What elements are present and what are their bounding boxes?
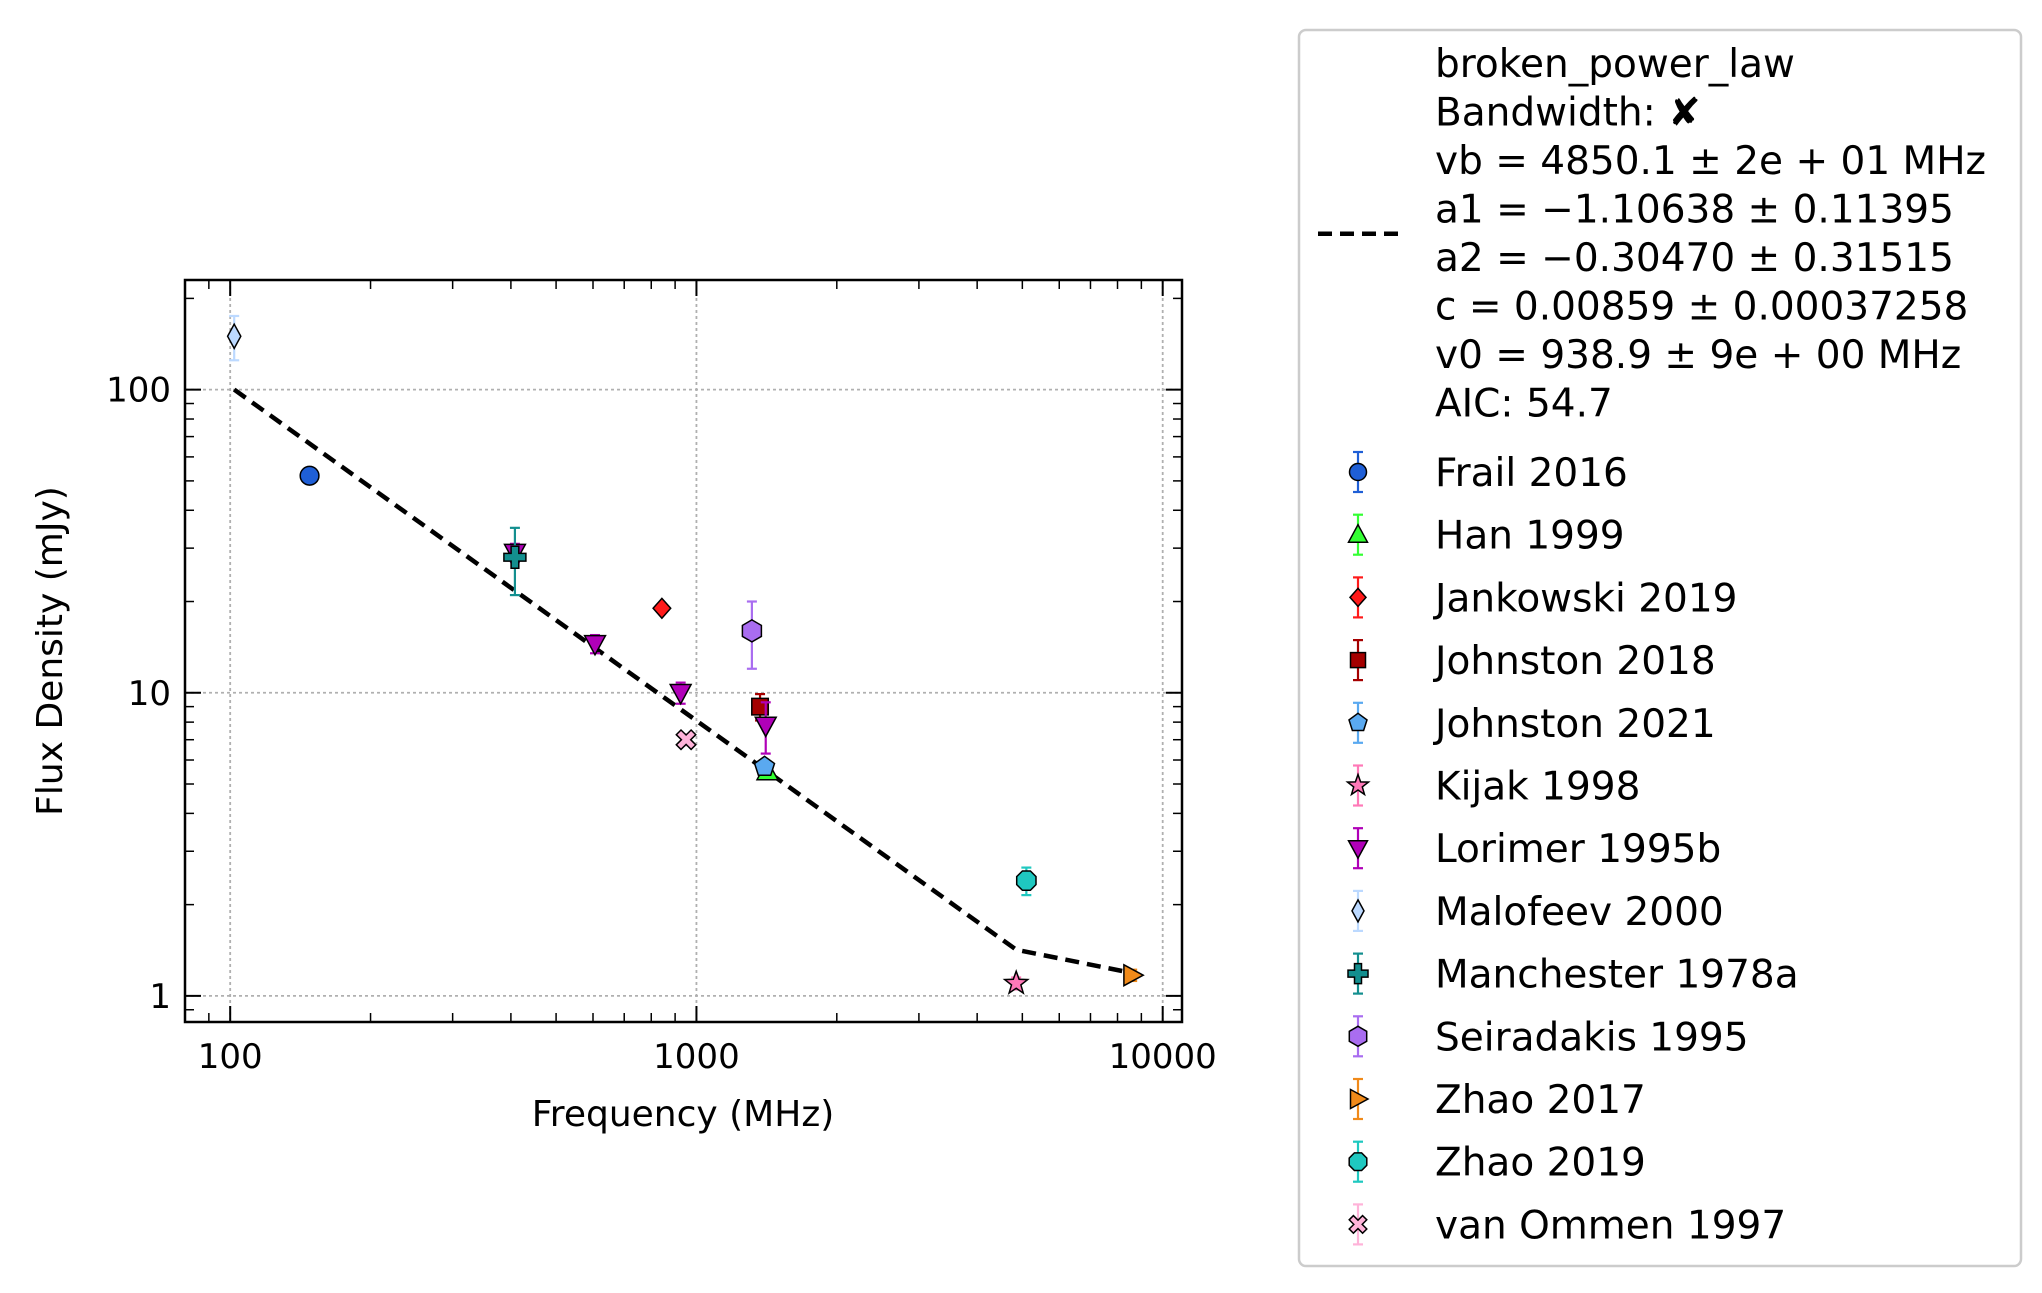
y-axis-title: Flux Density (mJy) bbox=[30, 486, 71, 816]
series-johnston-2021 bbox=[753, 755, 776, 776]
legend-label: Zhao 2017 bbox=[1435, 1078, 1646, 1123]
legend-marker bbox=[1348, 587, 1368, 608]
plot-frame bbox=[183, 278, 1184, 1024]
x-tick-label: 10000 bbox=[1109, 1037, 1217, 1077]
data-point bbox=[226, 322, 242, 350]
legend-fit-label: a1 = −1.10638 ± 0.11395 bbox=[1435, 188, 1954, 233]
legend-marker bbox=[1345, 772, 1371, 797]
legend-marker bbox=[1349, 651, 1367, 669]
legend-fit-label: a2 = −0.30470 ± 0.31515 bbox=[1435, 236, 1954, 281]
series-zhao-2019 bbox=[1015, 866, 1037, 897]
legend-marker bbox=[1347, 523, 1369, 543]
legend-label: Manchester 1978a bbox=[1435, 953, 1799, 998]
series-frail-2016 bbox=[299, 465, 320, 486]
series-manchester-1978a bbox=[503, 526, 527, 597]
series-kijak-1998 bbox=[1002, 968, 1030, 995]
x-tick-label: 1000 bbox=[653, 1037, 740, 1077]
legend-label: Jankowski 2019 bbox=[1432, 576, 1737, 621]
grid-layer bbox=[185, 280, 1182, 1022]
legend-fit-label: vb = 4850.1 ± 2e + 01 MHz bbox=[1435, 139, 1986, 184]
legend-marker bbox=[1348, 1025, 1368, 1048]
series-seiradakis-1995 bbox=[741, 600, 763, 670]
series-van-ommen-1997 bbox=[675, 728, 697, 751]
data-point bbox=[1015, 870, 1037, 892]
legend-marker bbox=[1349, 1088, 1370, 1110]
x-axis-title: Frequency (MHz) bbox=[532, 1094, 835, 1135]
series-jankowski-2019 bbox=[652, 597, 672, 620]
legend-label: Zhao 2019 bbox=[1435, 1141, 1646, 1186]
data-point bbox=[1123, 963, 1145, 987]
legend-box bbox=[1297, 28, 2023, 1268]
legend-label: Johnston 2021 bbox=[1432, 702, 1716, 747]
data-point bbox=[583, 634, 607, 657]
points-layer bbox=[226, 314, 1145, 995]
data-point bbox=[668, 683, 693, 706]
series-zhao-2017 bbox=[1123, 963, 1145, 987]
fit-line bbox=[232, 387, 1133, 976]
fit-layer bbox=[232, 387, 1133, 976]
y-tick-label: 1 bbox=[149, 977, 171, 1017]
data-point bbox=[675, 728, 697, 751]
legend-marker bbox=[1351, 898, 1365, 924]
legend-label: van Ommen 1997 bbox=[1435, 1203, 1786, 1248]
legend-marker bbox=[1348, 1214, 1368, 1235]
legend-label: Frail 2016 bbox=[1435, 451, 1628, 496]
legend-marker bbox=[1348, 712, 1368, 732]
series-lorimer-1995b bbox=[503, 542, 778, 755]
legend-marker bbox=[1347, 962, 1369, 985]
legend-fit-label: c = 0.00859 ± 0.00037258 bbox=[1435, 285, 1968, 330]
legend-label: Johnston 2018 bbox=[1432, 639, 1716, 684]
data-point bbox=[503, 545, 527, 569]
data-point bbox=[1002, 968, 1030, 995]
y-tick-label: 10 bbox=[128, 674, 171, 714]
legend-fit-label: Bandwidth: ✘ bbox=[1435, 91, 1701, 136]
data-point bbox=[299, 465, 320, 486]
legend-marker bbox=[1347, 839, 1369, 860]
legend-label: Han 1999 bbox=[1435, 514, 1625, 559]
ticks-layer: 100 1000 10000 1 10 100 bbox=[106, 280, 1217, 1077]
legend-marker bbox=[1348, 1152, 1368, 1172]
legend-fit-label: AIC: 54.7 bbox=[1435, 382, 1613, 427]
legend-label: Kijak 1998 bbox=[1435, 765, 1640, 810]
legend-fit-label: v0 = 938.9 ± 9e + 00 MHz bbox=[1435, 333, 1961, 378]
legend-label: Seiradakis 1995 bbox=[1435, 1015, 1749, 1060]
data-point bbox=[741, 619, 763, 643]
x-tick-label: 100 bbox=[198, 1037, 263, 1077]
series-malofeev-2000 bbox=[226, 314, 242, 362]
y-tick-label: 100 bbox=[106, 371, 171, 411]
legend-marker bbox=[1348, 462, 1368, 482]
legend-label: Lorimer 1995b bbox=[1435, 827, 1721, 872]
data-point bbox=[754, 716, 778, 739]
legend-label: Malofeev 2000 bbox=[1435, 890, 1724, 935]
data-point bbox=[753, 755, 776, 776]
data-point bbox=[652, 597, 672, 620]
legend-fit-label: broken_power_law bbox=[1435, 42, 1795, 87]
